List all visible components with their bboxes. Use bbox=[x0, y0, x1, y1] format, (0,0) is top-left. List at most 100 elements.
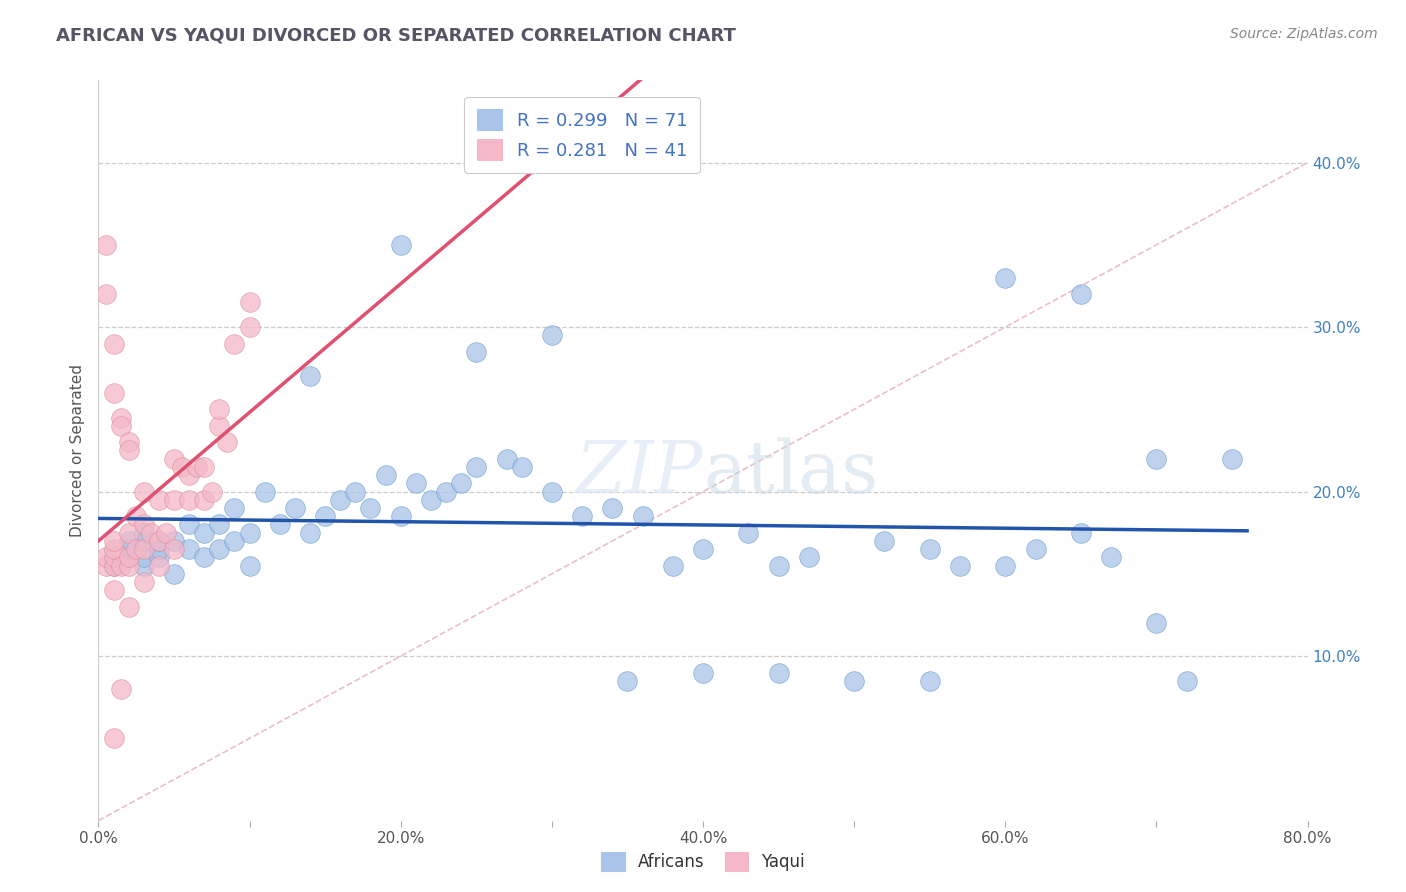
Point bbox=[103, 731, 125, 746]
Text: ZIP: ZIP bbox=[575, 437, 703, 508]
Point bbox=[201, 484, 224, 499]
Point bbox=[148, 558, 170, 573]
Point bbox=[163, 492, 186, 507]
Point bbox=[631, 509, 654, 524]
Point bbox=[1144, 616, 1167, 631]
Point bbox=[374, 468, 396, 483]
Point bbox=[193, 492, 215, 507]
Point bbox=[118, 550, 141, 565]
Point bbox=[163, 451, 186, 466]
Point bbox=[692, 542, 714, 557]
Point bbox=[103, 336, 125, 351]
Point bbox=[110, 558, 132, 573]
Point bbox=[155, 525, 177, 540]
Text: Source: ZipAtlas.com: Source: ZipAtlas.com bbox=[1230, 27, 1378, 41]
Point bbox=[661, 558, 683, 573]
Point bbox=[420, 492, 443, 507]
Point bbox=[125, 542, 148, 557]
Point bbox=[450, 476, 472, 491]
Point bbox=[768, 558, 790, 573]
Point bbox=[602, 501, 624, 516]
Point bbox=[510, 459, 533, 474]
Text: AFRICAN VS YAQUI DIVORCED OR SEPARATED CORRELATION CHART: AFRICAN VS YAQUI DIVORCED OR SEPARATED C… bbox=[56, 27, 737, 45]
Point bbox=[918, 673, 941, 688]
Point bbox=[132, 542, 155, 557]
Point bbox=[132, 517, 155, 532]
Text: atlas: atlas bbox=[703, 437, 879, 508]
Point bbox=[94, 237, 117, 252]
Point bbox=[103, 550, 125, 565]
Point bbox=[94, 558, 117, 573]
Point bbox=[163, 533, 186, 548]
Point bbox=[239, 320, 262, 334]
Point bbox=[224, 533, 246, 548]
Point bbox=[1220, 451, 1243, 466]
Point bbox=[768, 665, 790, 680]
Point bbox=[389, 237, 412, 252]
Point bbox=[269, 517, 291, 532]
Point bbox=[110, 410, 132, 425]
Point bbox=[179, 542, 201, 557]
Point bbox=[284, 501, 307, 516]
Point bbox=[193, 550, 215, 565]
Point bbox=[118, 533, 141, 548]
Point bbox=[1070, 525, 1092, 540]
Point bbox=[118, 443, 141, 458]
Point bbox=[253, 484, 276, 499]
Point bbox=[148, 542, 170, 557]
Point bbox=[94, 287, 117, 301]
Point bbox=[239, 295, 262, 310]
Point bbox=[118, 435, 141, 450]
Point bbox=[148, 550, 170, 565]
Point bbox=[1070, 287, 1092, 301]
Point bbox=[299, 525, 322, 540]
Point bbox=[186, 459, 208, 474]
Point bbox=[360, 501, 382, 516]
Point bbox=[329, 492, 352, 507]
Point bbox=[163, 542, 186, 557]
Point bbox=[208, 517, 231, 532]
Point bbox=[692, 665, 714, 680]
Point bbox=[239, 558, 262, 573]
Point bbox=[994, 270, 1017, 285]
Point bbox=[193, 459, 215, 474]
Point bbox=[994, 558, 1017, 573]
Point bbox=[148, 533, 170, 548]
Point bbox=[949, 558, 972, 573]
Point bbox=[179, 468, 201, 483]
Point bbox=[148, 533, 170, 548]
Point bbox=[208, 418, 231, 433]
Point bbox=[179, 517, 201, 532]
Point bbox=[239, 525, 262, 540]
Point bbox=[118, 542, 141, 557]
Point bbox=[405, 476, 427, 491]
Point bbox=[1144, 451, 1167, 466]
Point bbox=[465, 459, 488, 474]
Point bbox=[132, 575, 155, 590]
Point bbox=[1024, 542, 1046, 557]
Point bbox=[132, 525, 155, 540]
Point bbox=[495, 451, 517, 466]
Point bbox=[110, 418, 132, 433]
Point bbox=[110, 681, 132, 696]
Legend: Africans, Yaqui: Africans, Yaqui bbox=[593, 843, 813, 880]
Legend: R = 0.299   N = 71, R = 0.281   N = 41: R = 0.299 N = 71, R = 0.281 N = 41 bbox=[464, 96, 700, 173]
Point bbox=[141, 525, 163, 540]
Point bbox=[193, 525, 215, 540]
Point bbox=[94, 550, 117, 565]
Point bbox=[918, 542, 941, 557]
Point bbox=[179, 492, 201, 507]
Point bbox=[103, 385, 125, 400]
Point bbox=[873, 533, 896, 548]
Point bbox=[118, 599, 141, 614]
Point bbox=[1175, 673, 1198, 688]
Point bbox=[344, 484, 367, 499]
Point bbox=[132, 484, 155, 499]
Point bbox=[465, 344, 488, 359]
Point bbox=[314, 509, 336, 524]
Point bbox=[389, 509, 412, 524]
Y-axis label: Divorced or Separated: Divorced or Separated bbox=[69, 364, 84, 537]
Point bbox=[103, 558, 125, 573]
Point bbox=[103, 583, 125, 598]
Point bbox=[148, 492, 170, 507]
